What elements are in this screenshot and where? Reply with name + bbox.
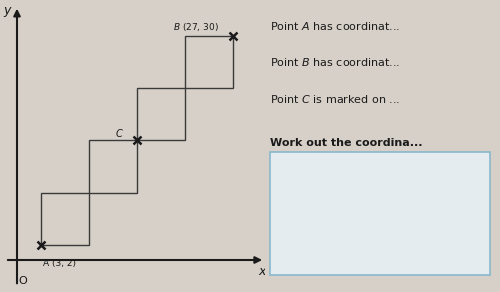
Text: Work out the coordina...: Work out the coordina... (270, 138, 422, 147)
Text: Point $\it{B}$ has coordinat...: Point $\it{B}$ has coordinat... (270, 56, 400, 68)
FancyBboxPatch shape (270, 152, 490, 275)
Text: $\it{B}$ (27, 30): $\it{B}$ (27, 30) (173, 22, 219, 34)
Bar (137, 88, 185, 140)
Text: O: O (18, 277, 28, 286)
Bar (89, 140, 137, 193)
Bar (41, 193, 89, 245)
Text: $y$: $y$ (3, 5, 13, 19)
Text: $\it{C}$: $\it{C}$ (114, 127, 124, 139)
Text: A (3, 2): A (3, 2) (44, 258, 76, 267)
Bar (185, 36, 233, 88)
Text: Point $\it{C}$ is marked on ...: Point $\it{C}$ is marked on ... (270, 93, 400, 105)
Text: $x$: $x$ (258, 265, 268, 278)
Text: Point $\it{A}$ has coordinat...: Point $\it{A}$ has coordinat... (270, 20, 400, 32)
